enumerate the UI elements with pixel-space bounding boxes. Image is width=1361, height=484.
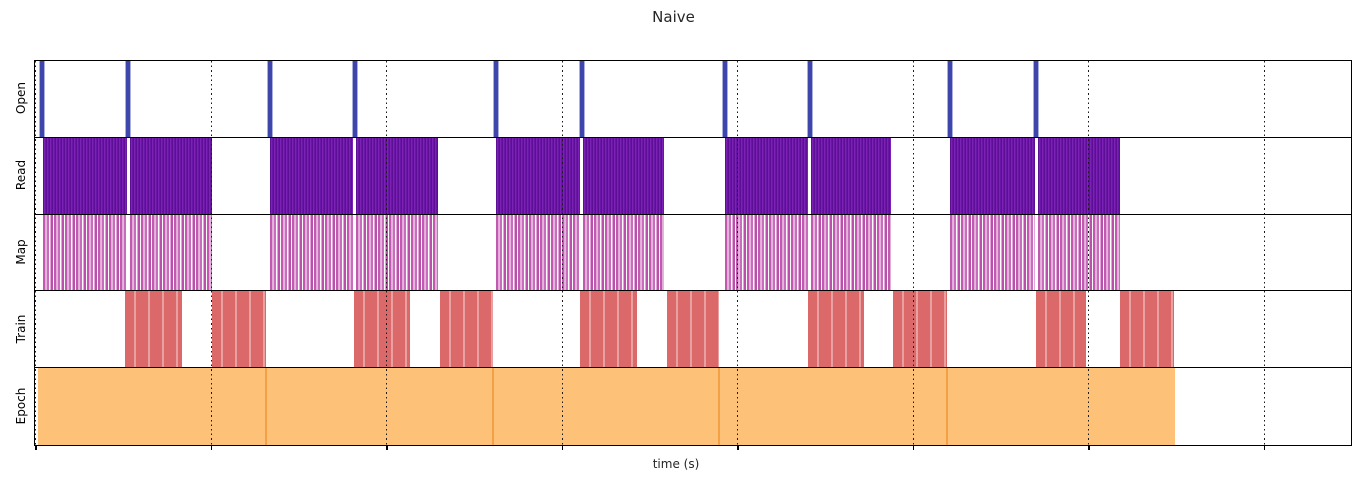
tick-mark [386, 445, 388, 450]
plot-area [34, 60, 1352, 446]
train-interval-bar [440, 291, 493, 368]
gridline [210, 61, 212, 445]
read-interval-bar [583, 137, 665, 214]
train-interval-bar [666, 291, 720, 368]
open-spike [125, 61, 132, 137]
open-spike [492, 61, 499, 137]
gridline [912, 61, 914, 445]
map-interval-bar [129, 214, 212, 291]
open-spike [721, 61, 728, 137]
tick-mark [1088, 445, 1090, 450]
tick-mark [912, 445, 915, 450]
epoch-boundary [491, 368, 494, 445]
read-interval-bar [356, 137, 438, 214]
tick-mark [1263, 445, 1266, 450]
tick-mark [561, 445, 564, 450]
epoch-boundary [946, 368, 949, 445]
tick-mark [737, 445, 739, 450]
map-interval-bar [42, 214, 127, 291]
open-spike [578, 61, 585, 137]
lane-label-open: Open [14, 82, 28, 115]
open-spike [947, 61, 954, 137]
read-interval-bar [811, 137, 892, 214]
open-spike [38, 61, 45, 137]
epoch-interval-bar [492, 368, 720, 445]
map-interval-bar [950, 214, 1035, 291]
open-spike [806, 61, 813, 137]
train-interval-bar [125, 291, 183, 368]
train-interval-bar [893, 291, 948, 368]
map-interval-bar [356, 214, 438, 291]
read-interval-bar [724, 137, 809, 214]
train-interval-bar [353, 291, 411, 368]
train-interval-bar [580, 291, 638, 368]
open-spike [266, 61, 273, 137]
lane-map [35, 214, 1351, 292]
tick-mark [210, 445, 213, 450]
gridline [737, 61, 739, 445]
chart-title: Naive [652, 8, 695, 26]
lane-label-train: Train [14, 314, 28, 344]
train-interval-bar [807, 291, 865, 368]
gridline [1263, 61, 1265, 445]
tick-mark [35, 445, 37, 450]
read-interval-bar [950, 137, 1035, 214]
lane-train [35, 291, 1351, 369]
epoch-boundary [265, 368, 268, 445]
train-interval-bar [1035, 291, 1087, 368]
train-interval-bar [212, 291, 267, 368]
read-interval-bar [1037, 137, 1121, 214]
epoch-interval-bar [719, 368, 948, 445]
map-interval-bar [724, 214, 809, 291]
open-spike [351, 61, 358, 137]
map-interval-bar [811, 214, 892, 291]
epoch-interval-bar [38, 368, 267, 445]
read-interval-bar [269, 137, 354, 214]
epoch-boundary [718, 368, 721, 445]
map-interval-bar [269, 214, 354, 291]
map-interval-bar [495, 214, 581, 291]
x-axis-label: time (s) [652, 457, 700, 471]
read-interval-bar [129, 137, 212, 214]
train-interval-bar [1119, 291, 1174, 368]
map-interval-bar [1037, 214, 1121, 291]
epoch-interval-bar [266, 368, 493, 445]
open-spike [1033, 61, 1040, 137]
lane-label-read: Read [14, 160, 28, 191]
lane-open [35, 61, 1351, 138]
read-interval-bar [495, 137, 581, 214]
gridline [1088, 61, 1090, 445]
gridline [35, 61, 36, 445]
lane-epoch [35, 368, 1351, 445]
lane-label-epoch: Epoch [14, 387, 28, 424]
gridline [386, 61, 388, 445]
lane-label-map: Map [14, 239, 28, 265]
read-interval-bar [42, 137, 127, 214]
epoch-interval-bar [947, 368, 1175, 445]
lane-read [35, 137, 1351, 215]
gridline [561, 61, 563, 445]
map-interval-bar [583, 214, 665, 291]
